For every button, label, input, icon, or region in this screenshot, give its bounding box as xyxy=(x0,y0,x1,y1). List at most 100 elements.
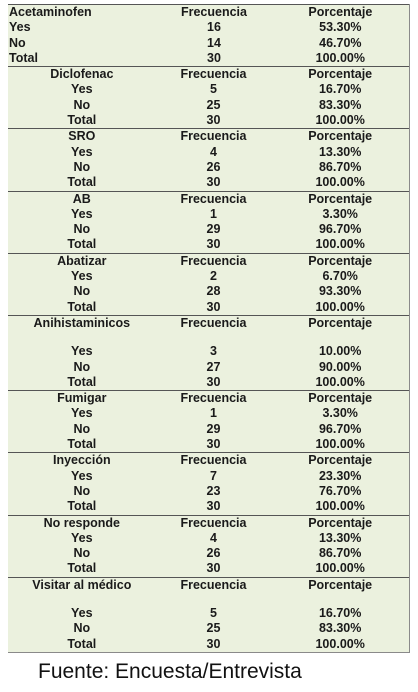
frequency-cell: 1 xyxy=(210,406,217,421)
frequency-cell: 30 xyxy=(206,374,221,389)
frequency-cell: 30 xyxy=(206,636,221,651)
percentage-header: Porcentaje xyxy=(308,191,373,206)
table-row: Total 30 100.00% xyxy=(8,237,409,252)
section-header-row: Inyección Frecuencia Porcentaje xyxy=(8,453,409,468)
frequency-header: Frecuencia xyxy=(180,315,247,330)
frequency-cell: 26 xyxy=(206,159,221,174)
percentage-header: Porcentaje xyxy=(308,453,373,468)
section-header-row: No responde Frecuencia Porcentaje xyxy=(8,516,409,531)
frequency-header: Frecuencia xyxy=(180,453,247,468)
table-row: Yes 5 16.70% xyxy=(8,82,409,97)
row-label: Total xyxy=(67,636,97,651)
percentage-cell: 6.70% xyxy=(322,269,358,284)
row-label: No xyxy=(73,159,91,174)
table-row: Total 30 100.00% xyxy=(8,113,409,128)
frequency-header: Frecuencia xyxy=(180,129,247,144)
table-row: Total 30 100.00% xyxy=(8,51,409,66)
percentage-header: Porcentaje xyxy=(308,67,373,82)
row-label: Total xyxy=(67,561,97,576)
frequency-cell: 30 xyxy=(207,50,221,65)
section-header-row: Abatizar Frecuencia Porcentaje xyxy=(8,254,409,269)
row-label: Total xyxy=(9,50,38,65)
frequency-cell: 4 xyxy=(210,530,217,545)
row-label: No xyxy=(9,35,26,50)
table-row: No 26 86.70% xyxy=(8,160,409,175)
table-section: AB Frecuencia Porcentaje Yes 1 3.30% No 29 96.70… xyxy=(8,190,409,253)
table-section: Inyección Frecuencia Porcentaje Yes 7 23.30% N… xyxy=(8,452,409,514)
row-label: Yes xyxy=(71,605,93,620)
table-row: No 28 93.30% xyxy=(8,284,409,299)
section-title: Diclofenac xyxy=(50,67,114,82)
row-label: Total xyxy=(67,113,97,128)
frequency-table: Acetaminofen Frecuencia Porcentaje Yes 16 53.… xyxy=(8,4,410,653)
table-row: No 25 83.30% xyxy=(8,98,409,113)
frequency-header: Frecuencia xyxy=(180,253,247,268)
table-section: Visitar al médico Frecuencia Porcentaje Yes… xyxy=(8,576,409,652)
frequency-cell: 25 xyxy=(206,97,221,112)
percentage-header: Porcentaje xyxy=(308,515,373,530)
section-title: Visitar al médico xyxy=(32,577,132,592)
table-row: Yes 3 10.00% xyxy=(8,344,409,359)
table-row: Total 30 100.00% xyxy=(8,499,409,514)
table-row: Yes 1 3.30% xyxy=(8,207,409,222)
table-row: No 29 96.70% xyxy=(8,222,409,237)
frequency-cell: 25 xyxy=(206,621,221,636)
percentage-cell: 16.70% xyxy=(318,605,362,620)
section-header-row: Fumigar Frecuencia Porcentaje xyxy=(8,391,409,406)
percentage-cell: 93.30% xyxy=(318,284,362,299)
row-label: Yes xyxy=(71,468,93,483)
percentage-cell: 16.70% xyxy=(318,82,362,97)
frequency-cell: 14 xyxy=(207,35,221,50)
row-label: Yes xyxy=(71,269,93,284)
row-label: No xyxy=(73,222,91,237)
percentage-cell: 100.00% xyxy=(315,437,365,452)
row-label: Yes xyxy=(9,20,31,35)
percentage-cell: 100.00% xyxy=(315,636,365,651)
frequency-cell: 30 xyxy=(206,499,221,514)
table-row: No 27 90.00% xyxy=(8,360,409,375)
percentage-cell: 96.70% xyxy=(318,222,362,237)
table-row: No 25 83.30% xyxy=(8,621,409,636)
row-label: No xyxy=(73,621,91,636)
section-header-row: Anihistaminicos Frecuencia Porcentaje xyxy=(8,316,409,331)
percentage-header: Porcentaje xyxy=(308,577,373,592)
table-section: Diclofenac Frecuencia Porcentaje Yes 5 16.70%… xyxy=(8,66,409,128)
table-row: No 26 86.70% xyxy=(8,546,409,561)
frequency-cell: 30 xyxy=(206,437,221,452)
section-header-row: SRO Frecuencia Porcentaje xyxy=(8,129,409,144)
percentage-cell: 100.00% xyxy=(315,50,366,65)
row-label: Yes xyxy=(71,344,93,359)
percentage-cell: 100.00% xyxy=(315,299,365,314)
row-label: Yes xyxy=(71,406,93,421)
frequency-header: Frecuencia xyxy=(180,577,247,592)
frequency-cell: 1 xyxy=(210,206,217,221)
frequency-cell: 23 xyxy=(206,483,221,498)
section-title: No responde xyxy=(43,515,121,530)
percentage-cell: 100.00% xyxy=(315,175,365,190)
section-title: AB xyxy=(72,191,91,206)
percentage-cell: 3.30% xyxy=(322,406,358,421)
percentage-cell: 86.70% xyxy=(318,546,362,561)
table-row: Total 30 100.00% xyxy=(8,437,409,452)
table-row: Total 30 100.00% xyxy=(8,375,409,390)
percentage-header: Porcentaje xyxy=(308,253,373,268)
source-caption: Fuente: Encuesta/Entrevista xyxy=(38,660,302,683)
table-section: SRO Frecuencia Porcentaje Yes 4 13.30% No 26 86.… xyxy=(8,128,409,190)
row-label: Total xyxy=(67,237,97,252)
table-row: No 14 46.70% xyxy=(8,36,409,51)
section-header-row: Acetaminofen Frecuencia Porcentaje xyxy=(8,5,409,20)
frequency-cell: 30 xyxy=(206,237,221,252)
frequency-cell: 7 xyxy=(210,468,217,483)
row-label: Yes xyxy=(71,144,93,159)
frequency-cell: 4 xyxy=(210,144,217,159)
percentage-cell: 3.30% xyxy=(322,206,358,221)
section-title: SRO xyxy=(68,129,96,144)
frequency-cell: 30 xyxy=(206,175,221,190)
table-section: Fumigar Frecuencia Porcentaje Yes 1 3.30% No 29… xyxy=(8,390,409,452)
table-section: Acetaminofen Frecuencia Porcentaje Yes 16 53.… xyxy=(8,4,409,66)
percentage-header: Porcentaje xyxy=(308,315,373,330)
table-section: No responde Frecuencia Porcentaje Yes 4 13.30… xyxy=(8,514,409,577)
percentage-cell: 13.30% xyxy=(318,144,362,159)
table-row: Yes 4 13.30% xyxy=(8,145,409,160)
section-header-row: AB Frecuencia Porcentaje xyxy=(8,192,409,207)
